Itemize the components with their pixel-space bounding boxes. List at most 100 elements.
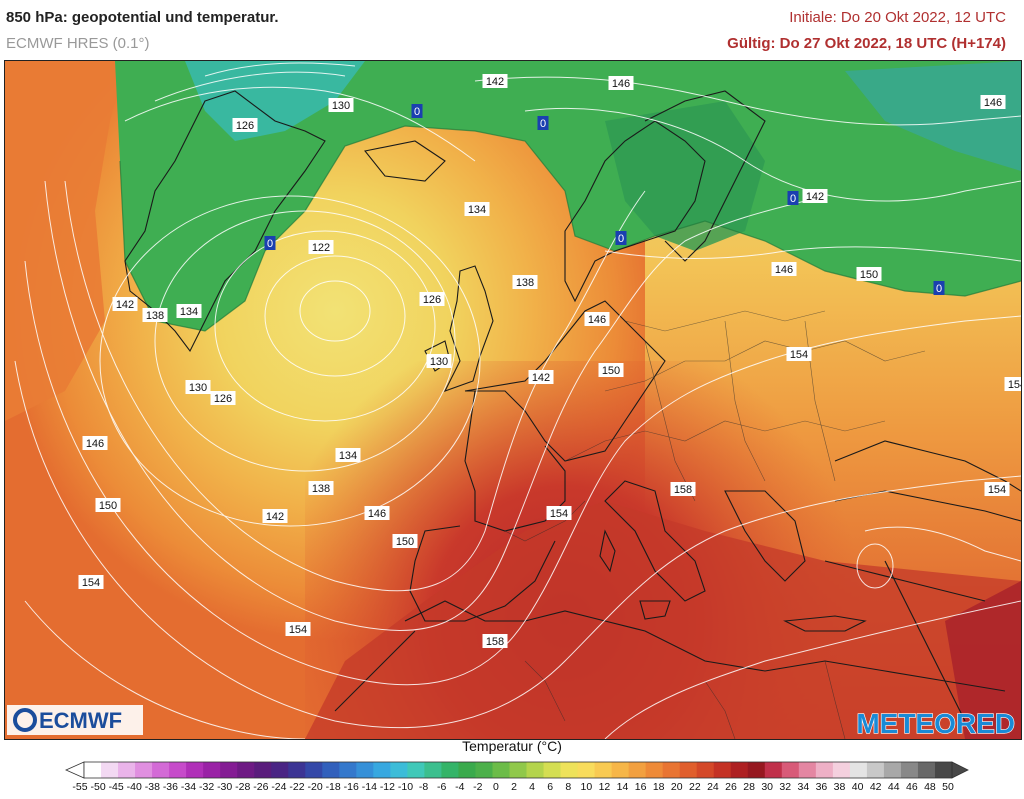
colorbar-swatch: [101, 762, 119, 778]
contour-label: 154: [984, 482, 1010, 496]
contour-label-box: [598, 363, 624, 377]
contour-label: 138: [308, 481, 334, 495]
valid-time: Gültig: Do 27 Okt 2022, 18 UTC (H+174): [727, 35, 1006, 52]
colorbar-tick-label: -2: [473, 781, 483, 793]
contour-label-box: [82, 436, 108, 450]
isotherm-label: 0: [264, 236, 276, 250]
contour-label-box: [856, 267, 882, 281]
colorbar-tick-label: 38: [833, 781, 846, 793]
contour-label: 146: [771, 262, 797, 276]
cold-core-scandinavia: [605, 101, 765, 251]
contour-label: 130: [328, 98, 354, 112]
colorbar-swatch: [203, 762, 221, 778]
colorbar-swatch: [645, 762, 664, 778]
colorbar-tick-label: 34: [797, 781, 810, 793]
contour-label-text: 138: [146, 310, 164, 322]
contour-label-box: [335, 448, 361, 462]
contour-label: 154: [285, 622, 311, 636]
isotherm-label: 0: [787, 191, 799, 205]
contour-label-box: [176, 304, 202, 318]
colorbar-tick-label: 36: [815, 781, 828, 793]
contour-label-text: 0: [267, 238, 273, 250]
coastlines: [124, 90, 1021, 722]
colorbar-tick-label: -10: [397, 781, 414, 793]
colorbar-swatch: [84, 762, 102, 778]
colorbar-swatch: [543, 762, 562, 778]
meteored-logo-text: METEORED: [856, 708, 1015, 739]
colorbar-swatch: [135, 762, 153, 778]
contour-label-box: [426, 354, 452, 368]
colorbar-swatch: [152, 762, 170, 778]
colorbar-swatch: [781, 762, 800, 778]
colorbar-tick-label: -32: [198, 781, 215, 793]
colorbar-tick-label: -50: [90, 781, 106, 793]
contour-label-box: [512, 275, 538, 289]
colorbar-swatch: [832, 762, 851, 778]
contour-label-text: 154: [988, 484, 1006, 496]
colorbar-swatch: [560, 762, 579, 778]
colorbar-swatch: [628, 762, 647, 778]
contour-label: 146: [584, 312, 610, 326]
contour-labels: 142 146 146 130 126 134 142 122 126 138 146 146 150 1…: [78, 74, 1021, 648]
contour-label-box: [392, 534, 418, 548]
contour-label-text: 146: [775, 264, 793, 276]
contour-label: 146: [608, 76, 634, 90]
west-warm-field: [5, 61, 125, 421]
contour-label: 134: [176, 304, 202, 318]
ecmwf-logo: ECMWF: [7, 705, 143, 735]
colorbar-swatch: [526, 762, 545, 778]
contour-label: 158: [670, 482, 696, 496]
contour-label-box: [537, 116, 549, 130]
colorbar-swatch: [458, 762, 476, 778]
contour-label-text: 130: [430, 356, 448, 368]
contour-label-text: 150: [860, 269, 878, 281]
colorbar-swatch: [611, 762, 630, 778]
contour-label: 142: [112, 297, 138, 311]
colorbar-tick-label: 18: [652, 781, 665, 793]
colorbar-swatch: [815, 762, 834, 778]
colorbar-tick-label: -6: [436, 781, 447, 793]
contour-label: 130: [185, 380, 211, 394]
zero-isotherm: [119, 125, 1021, 332]
colorbar-tick-label: 20: [670, 781, 683, 793]
colorbar-tick-label: -36: [162, 781, 178, 793]
contour-label-text: 126: [236, 120, 254, 132]
colorbar-swatch: [475, 762, 493, 778]
colorbar-swatch: [696, 762, 715, 778]
contour-label-text: 130: [189, 382, 207, 394]
init-time: Initiale: Do 20 Okt 2022, 12 UTC: [789, 9, 1006, 26]
colorbar-swatch: [866, 762, 885, 778]
colorbar-tick-label: 2: [511, 781, 517, 793]
weather-map[interactable]: 142 146 146 130 126 134 142 122 126 138 146 146 150 1…: [4, 60, 1022, 740]
contour-label-box: [232, 118, 258, 132]
geopotential-contours: [14, 62, 1021, 739]
colorbar-tick-label: -20: [307, 781, 323, 793]
colorbar-outline: [83, 761, 953, 779]
contour-label-box: [933, 281, 945, 295]
contour-label-text: 0: [790, 193, 796, 205]
colorbar-tick-label: 16: [634, 781, 647, 793]
colorbar-swatch: [917, 762, 936, 778]
contour-label-text: 142: [116, 299, 134, 311]
contour-label: 126: [210, 391, 236, 405]
colorbar-tick-label: -45: [108, 781, 124, 793]
isotherm-label: 0: [933, 281, 945, 295]
contour-label-text: 0: [414, 106, 420, 118]
cold-core-russia: [845, 61, 1021, 171]
contour-label-text: 134: [339, 450, 357, 462]
colorbar-swatch: [339, 762, 357, 778]
colorbar-tick-label: -34: [180, 781, 197, 793]
contour-label-box: [308, 240, 334, 254]
contour-label-text: 150: [602, 365, 620, 377]
colorbar-title: Temperatur (°C): [462, 738, 562, 754]
meteored-logo: METEORED: [856, 707, 1016, 739]
colorbar-tick-label: 24: [707, 781, 719, 793]
contour-label-text: 142: [486, 76, 504, 88]
contour-label-box: [285, 622, 311, 636]
contour-label: 134: [335, 448, 361, 462]
contour-label-box: [328, 98, 354, 112]
colorbar-swatch: [492, 762, 510, 778]
contour-label: 126: [419, 292, 445, 306]
contour-label-box: [308, 481, 334, 495]
colorbar-tick-label: 30: [761, 781, 773, 793]
